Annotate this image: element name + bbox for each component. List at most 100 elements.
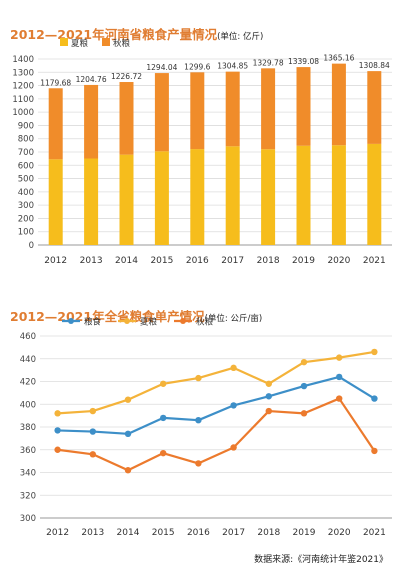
chart-2-point-grain xyxy=(300,382,308,390)
chart-2-point-grain xyxy=(54,427,61,434)
chart-2-point-autumn xyxy=(300,410,308,417)
chart-2-point-grain xyxy=(195,416,202,424)
chart-1-x-tick-label: 2016 xyxy=(186,256,209,266)
chart-2-point-autumn xyxy=(336,395,343,402)
chart-1-bar-segment-autumn xyxy=(119,82,134,155)
chart-2-point-autumn xyxy=(89,451,97,458)
chart-1-bar-segment-autumn xyxy=(225,71,240,147)
chart-1-x-tick-label: 2014 xyxy=(115,256,138,266)
chart-2-point-grain xyxy=(89,428,97,435)
chart-2-point-summer xyxy=(230,364,237,372)
chart-1-bar-segment-summer xyxy=(190,149,205,245)
chart-2-series-line-grain xyxy=(57,375,375,435)
chart-1-bar-segment-autumn xyxy=(190,72,205,150)
chart-2-point-autumn xyxy=(265,407,272,415)
chart-2-series-line-summer xyxy=(57,350,375,415)
chart-2-legend-marker xyxy=(180,318,186,324)
chart-1-legend-label: 夏粮 xyxy=(71,38,89,49)
chart-1-y-tick-label: 300 xyxy=(18,201,34,211)
chart-1-total-label: 1204.76 xyxy=(76,75,107,84)
chart-1-bar-segment-autumn xyxy=(296,67,311,146)
chart-2-x-tick-label: 2014 xyxy=(117,528,140,538)
yield-line-chart: 300 320 340 360 380 400 420 440 460 2012 2013 2014 2… xyxy=(20,317,392,538)
chart-2-point-autumn xyxy=(230,444,237,451)
chart-2-x-tick-label: 2018 xyxy=(257,528,280,538)
chart-1-bar-segment-autumn xyxy=(367,71,382,144)
chart-2-point-summer xyxy=(336,354,343,361)
chart-1-total-label: 1308.84 xyxy=(359,61,390,70)
chart-2-point-summer xyxy=(300,358,308,366)
chart-1-legend-label: 秋粮 xyxy=(113,38,131,49)
production-stacked-bar-chart: 0 100 200 300 400 500 600 700 800 900 1000 1100 1200… xyxy=(12,38,392,266)
chart-2-title: 2012—2021年全省粮食单产情况 xyxy=(10,309,205,324)
chart-1-y-tick-label: 600 xyxy=(18,161,34,171)
chart-1-y-tick-label: 200 xyxy=(18,214,34,224)
chart-1-x-tick-label: 2013 xyxy=(80,256,103,266)
chart-1-x-tick-label: 2015 xyxy=(150,256,173,266)
chart-2-point-summer xyxy=(54,410,61,417)
chart-1-bar-segment-summer xyxy=(296,145,311,245)
chart-2-legend-marker xyxy=(124,318,130,324)
chart-2-y-tick-label: 340 xyxy=(20,469,36,479)
chart-2-legend-label: 秋粮 xyxy=(196,317,214,328)
chart-1-y-tick-label: 400 xyxy=(18,188,34,198)
chart-2-legend-label: 夏粮 xyxy=(140,317,158,328)
data-source-note: 数据来源:《河南统计年鉴2021》 xyxy=(254,555,388,565)
chart-2-point-grain xyxy=(160,414,167,422)
chart-1-bar-segment-summer xyxy=(154,151,169,245)
chart-1-x-tick-label: 2020 xyxy=(327,256,350,266)
chart-2-point-autumn xyxy=(124,467,132,474)
chart-1-total-label: 1365.16 xyxy=(323,54,354,63)
chart-2-point-grain xyxy=(371,395,378,402)
chart-1-bar-segment-autumn xyxy=(261,68,276,150)
chart-2-y-tick-label: 420 xyxy=(20,378,36,388)
chart-1-y-tick-label: 500 xyxy=(18,175,34,185)
chart-2-y-tick-label: 460 xyxy=(20,332,36,342)
chart-1-x-tick-label: 2012 xyxy=(44,256,67,266)
chart-2-y-tick-label: 300 xyxy=(20,514,36,524)
chart-1-bar-segment-summer xyxy=(367,143,382,245)
chart-1-y-tick-label: 800 xyxy=(18,135,34,145)
chart-1-bar-segment-autumn xyxy=(154,73,169,152)
chart-2-legend-marker xyxy=(68,318,74,324)
chart-1-bar-segment-summer xyxy=(84,158,99,245)
chart-1-y-tick-label: 900 xyxy=(18,121,34,131)
chart-1-bar-segment-autumn xyxy=(84,84,99,159)
chart-1-y-tick-label: 1100 xyxy=(12,95,34,105)
chart-2-point-summer xyxy=(89,407,97,415)
chart-1-y-tick-label: 700 xyxy=(18,148,34,158)
chart-1-total-label: 1299.6 xyxy=(184,62,210,71)
chart-2-legend-label: 粮食 xyxy=(84,317,102,328)
chart-1-legend-swatch xyxy=(60,38,68,46)
chart-1-bar-segment-summer xyxy=(119,154,134,245)
chart-2-unit: (单位: 公斤/亩) xyxy=(204,314,263,324)
chart-1-bar-segment-autumn xyxy=(331,63,346,146)
chart-1-legend-swatch xyxy=(102,38,110,46)
chart-2-point-summer xyxy=(371,348,378,356)
chart-2-point-autumn xyxy=(54,446,61,453)
chart-2-point-autumn xyxy=(371,447,378,455)
chart-2-point-grain xyxy=(230,402,237,409)
chart-2-x-tick-label: 2016 xyxy=(187,528,210,538)
chart-1-y-tick-label: 100 xyxy=(18,228,34,238)
chart-2-x-tick-label: 2021 xyxy=(363,528,386,538)
chart-2-point-autumn xyxy=(160,449,167,457)
chart-2-point-summer xyxy=(195,374,202,382)
chart-1-total-label: 1329.78 xyxy=(253,58,284,67)
chart-2-x-tick-label: 2013 xyxy=(81,528,104,538)
chart-1-bar-segment-summer xyxy=(331,145,346,245)
chart-1-total-label: 1179.68 xyxy=(40,78,71,87)
chart-2-point-grain xyxy=(265,393,272,400)
chart-1-bar-segment-summer xyxy=(261,149,276,245)
chart-1-total-label: 1294.04 xyxy=(146,63,177,72)
chart-2-point-summer xyxy=(265,380,272,387)
chart-2-point-grain xyxy=(124,430,132,438)
chart-2-x-tick-label: 2015 xyxy=(152,528,175,538)
chart-2-point-summer xyxy=(160,380,167,387)
chart-2-y-tick-label: 440 xyxy=(20,355,36,365)
chart-2-x-tick-label: 2020 xyxy=(328,528,351,538)
chart-2-y-tick-label: 400 xyxy=(20,400,36,410)
chart-2-y-tick-label: 320 xyxy=(20,491,36,501)
chart-2-point-autumn xyxy=(195,460,202,467)
chart-2-y-tick-label: 380 xyxy=(20,423,36,433)
